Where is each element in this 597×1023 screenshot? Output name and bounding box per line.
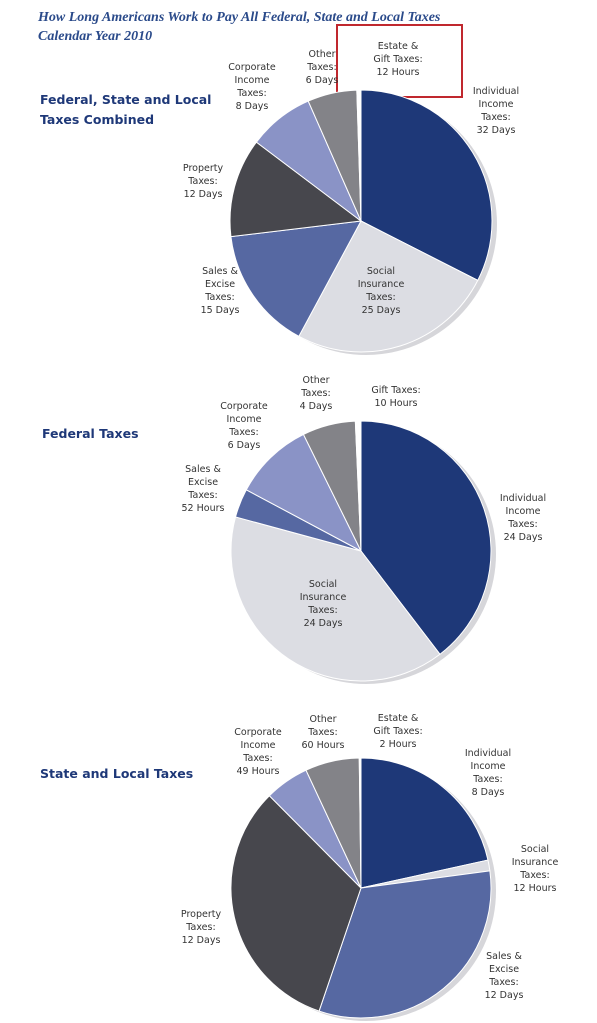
slice-label: Sales & Excise Taxes: xyxy=(185,464,221,501)
slice-label: Estate & Gift Taxes: xyxy=(373,713,422,737)
pie-slice xyxy=(360,420,492,655)
slice-value-label: 8 Days xyxy=(236,101,269,112)
slice-label: Corporate Income Taxes: xyxy=(234,727,282,764)
slice-label: Sales & Excise Taxes: xyxy=(486,951,522,988)
slice-label: Property Taxes: xyxy=(183,163,224,187)
slice-value-label: 8 Days xyxy=(472,787,505,798)
slice-label: Corporate Income Taxes: xyxy=(220,401,268,438)
slice-value-label: 12 Days xyxy=(485,990,524,1001)
slice-label: Corporate Income Taxes: xyxy=(228,62,276,99)
slice-label: Social Insurance Taxes: xyxy=(358,266,405,303)
pie-slice xyxy=(229,141,363,238)
pie-slice xyxy=(358,757,362,889)
pie-slice xyxy=(230,516,441,682)
slice-value-label: 60 Hours xyxy=(302,740,345,751)
slice-label: Sales & Excise Taxes: xyxy=(202,266,238,303)
chart-title: Federal, State and Local Taxes Combined xyxy=(40,92,211,127)
chart-title: State and Local Taxes xyxy=(40,766,193,781)
pie-slice xyxy=(356,89,362,222)
slice-label: Other Taxes: xyxy=(307,714,337,738)
slice-value-label: 24 Days xyxy=(304,618,343,629)
slice-value-label: 12 Hours xyxy=(514,883,557,894)
slice-value-label: 10 Hours xyxy=(375,398,418,409)
slice-value-label: 6 Days xyxy=(306,75,339,86)
slice-value-label: 52 Hours xyxy=(182,503,225,514)
pie-slice xyxy=(245,433,363,553)
slice-value-label: 25 Days xyxy=(362,305,401,316)
slice-label: Other Taxes: xyxy=(300,375,330,399)
main-subtitle: Calendar Year 2010 xyxy=(38,29,152,44)
slice-value-label: 4 Days xyxy=(300,401,333,412)
slice-label: Individual Income Taxes: xyxy=(465,748,511,785)
main-title: How Long Americans Work to Pay All Feder… xyxy=(37,10,441,25)
slice-label: Individual Income Taxes: xyxy=(500,493,546,530)
pie-slice xyxy=(230,220,362,337)
slice-label: Estate & Gift Taxes: xyxy=(373,41,422,65)
slice-value-label: 12 Days xyxy=(184,189,223,200)
slice-value-label: 24 Days xyxy=(504,532,543,543)
slice-label: Other Taxes: xyxy=(306,49,336,73)
slice-value-label: 15 Days xyxy=(201,305,240,316)
chart-title: Federal Taxes xyxy=(42,426,139,441)
slice-value-label: 2 Hours xyxy=(380,739,417,750)
slice-value-label: 12 Hours xyxy=(377,67,420,78)
slice-value-label: 6 Days xyxy=(228,440,261,451)
pie-slice xyxy=(354,420,362,552)
slice-label: Social Insurance Taxes: xyxy=(300,579,347,616)
pie-slice xyxy=(360,89,493,282)
pie-slice xyxy=(230,795,362,1012)
slice-label: Social Insurance Taxes: xyxy=(512,844,559,881)
slice-label: Property Taxes: xyxy=(181,909,222,933)
slice-value-label: 49 Hours xyxy=(237,766,280,777)
slice-label: Individual Income Taxes: xyxy=(473,86,519,123)
pie-slice xyxy=(360,757,489,889)
slice-label: Gift Taxes: xyxy=(371,385,420,396)
slice-value-label: 32 Days xyxy=(477,125,516,136)
pie-slice xyxy=(318,870,492,1019)
slice-value-label: 12 Days xyxy=(182,935,221,946)
